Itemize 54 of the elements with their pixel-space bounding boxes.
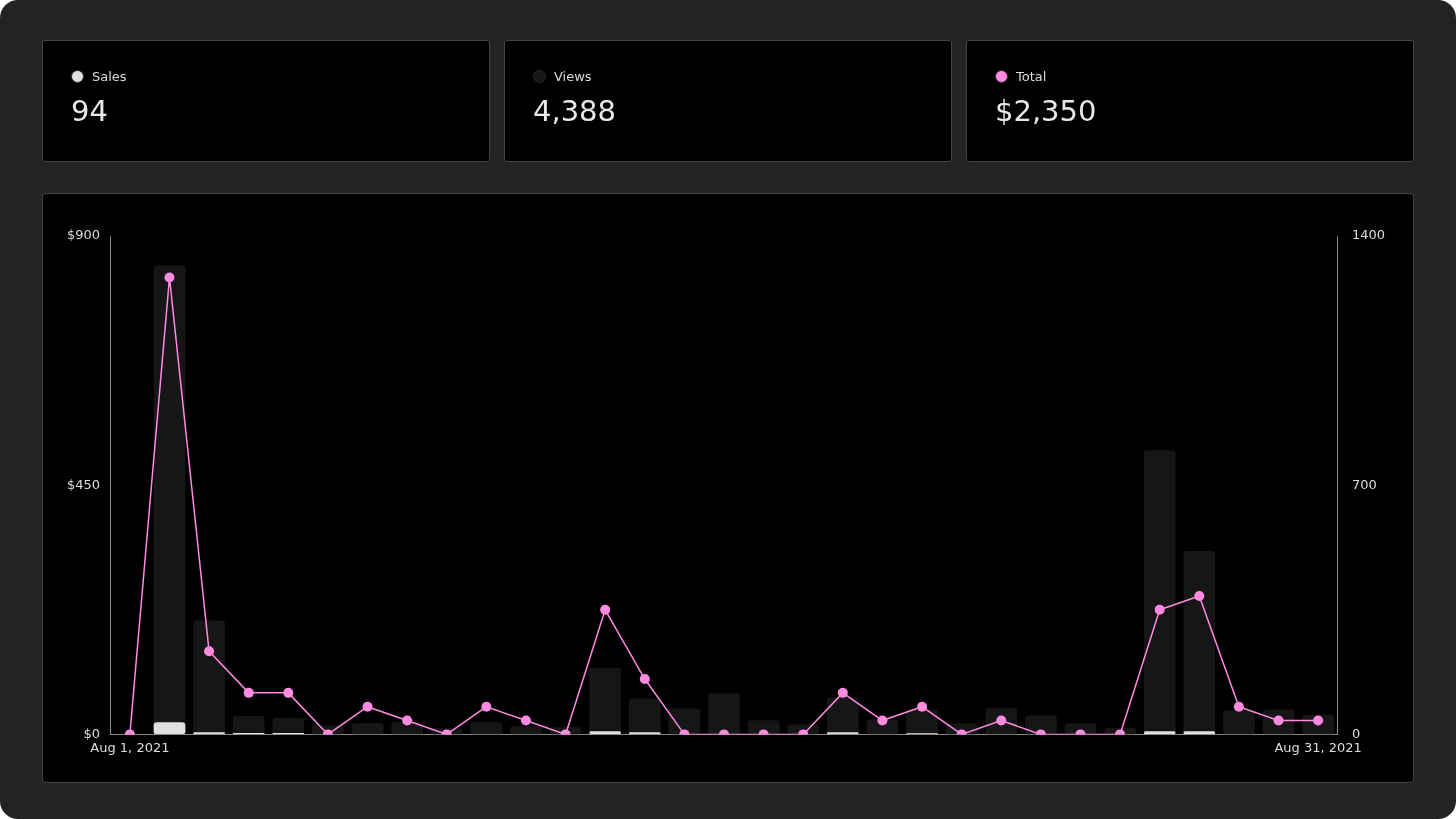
point	[877, 715, 888, 726]
bar	[826, 732, 859, 735]
point	[917, 701, 928, 712]
point	[1194, 590, 1205, 601]
bar	[708, 693, 740, 735]
point	[243, 687, 254, 698]
legend-label: Sales	[92, 69, 127, 84]
text: 4,388	[533, 94, 618, 128]
bar	[510, 726, 542, 735]
bar	[232, 715, 265, 735]
bar	[628, 698, 661, 735]
y2-tick-label: 1400	[1351, 227, 1386, 243]
point	[639, 674, 650, 685]
point	[520, 715, 531, 726]
x-tick-label: Aug 1, 2021	[90, 739, 170, 755]
y2-tick-label: 0	[1351, 725, 1361, 741]
bar	[906, 709, 938, 735]
point	[837, 687, 848, 698]
y-tick-label: $0	[83, 725, 101, 741]
bar	[272, 718, 305, 735]
text: 94	[71, 94, 109, 128]
bar	[1143, 731, 1176, 735]
bar	[1025, 715, 1057, 735]
bar	[589, 667, 622, 735]
bar	[1183, 551, 1216, 735]
bar	[628, 732, 661, 735]
point	[164, 272, 175, 283]
point	[204, 646, 215, 657]
point	[600, 604, 611, 615]
text: $2,350	[995, 94, 1098, 128]
legend-label: Total	[1016, 69, 1047, 84]
point	[402, 715, 413, 726]
bar	[1143, 450, 1176, 735]
bar	[668, 708, 701, 735]
y-tick-label: $900	[66, 227, 101, 243]
legend-label: Views	[554, 69, 592, 84]
bar	[589, 731, 622, 735]
point	[481, 701, 492, 712]
bar	[1183, 731, 1216, 735]
point	[1154, 604, 1165, 615]
bar	[1223, 710, 1255, 735]
bar	[470, 722, 503, 735]
bar	[193, 732, 225, 735]
bar	[826, 697, 859, 735]
bar	[153, 722, 186, 735]
x-tick-label: Aug 31, 2021	[1274, 739, 1362, 755]
bar	[193, 620, 225, 735]
point	[362, 701, 373, 712]
point	[283, 687, 294, 698]
point	[1233, 701, 1244, 712]
bar	[747, 720, 780, 735]
y2-tick-label: 700	[1351, 476, 1377, 492]
bar	[351, 723, 384, 735]
y-tick-label: $450	[66, 476, 101, 492]
